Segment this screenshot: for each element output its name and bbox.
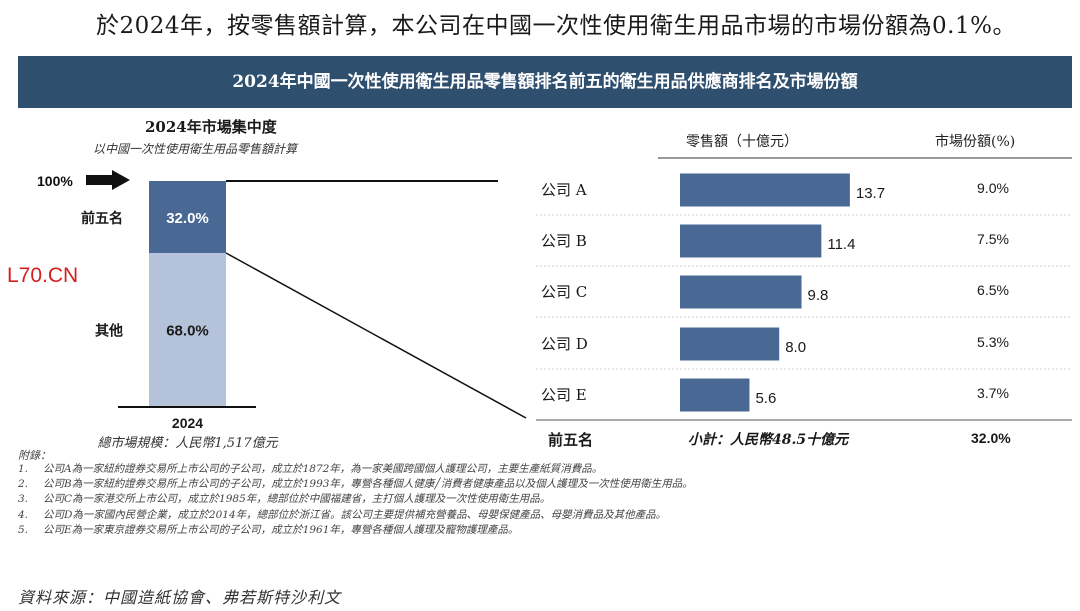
banner-title: 2024年中國一次性使用衛生用品零售額排名前五的衛生用品供應商排名及市場份額 <box>232 72 858 92</box>
note-text: 公司E為一家東京證券交易所上市公司的子公司，成立於1961年，專營各種個人護理及… <box>43 523 519 536</box>
company-sales-bar <box>680 275 802 309</box>
note-text: 公司A為一家紐約證券交易所上市公司的子公司，成立於1872年，為一家美國跨國個人… <box>43 463 603 475</box>
market-share-value: 6.5% <box>977 282 1009 298</box>
company-sales-bar <box>680 327 780 361</box>
bar-value-label: 13.7 <box>856 185 885 202</box>
segment-value-label: 68.0% <box>166 323 209 340</box>
note-text: 公司D為一家國內民營企業，成立於2014年，總部位於浙江省。該公司主要提供補充營… <box>43 508 667 521</box>
100-percent-label: 100% <box>37 173 73 189</box>
note-item: 4. 公司D為一家國內民營企業，成立於2014年，總部位於浙江省。該公司主要提供補… <box>18 508 693 523</box>
left-chart-title: 2024年市場集中度 <box>145 118 277 136</box>
note-item: 5. 公司E為一家東京證券交易所上市公司的子公司，成立於1961年，專營各種個人護… <box>18 523 693 538</box>
note-text: 公司B為一家紐約證券交易所上市公司的子公司，成立於1993年，專營各種個人健康╱… <box>43 478 693 491</box>
intro-text: 於2024年，按零售額計算，本公司在中國一次性使用衛生用品市場的市場份額為0.1… <box>96 13 1016 39</box>
chart-banner: 2024年中國一次性使用衛生用品零售額排名前五的衛生用品供應商排名及市場份額 <box>18 56 1072 108</box>
footer-share: 32.0% <box>971 430 1011 446</box>
note-number: 1. <box>18 463 29 475</box>
bar-value-label: 11.4 <box>827 236 855 253</box>
note-item: 2. 公司B為一家紐約證券交易所上市公司的子公司，成立於1993年，專營各種個人健… <box>18 477 693 492</box>
note-item: 3. 公司C為一家港交所上市公司，成立於1985年，總部位於中國福建省，主打個人護… <box>18 492 693 507</box>
company-sales-bar <box>680 224 822 258</box>
market-share-value: 9.0% <box>977 180 1009 196</box>
market-share-value: 5.3% <box>977 334 1009 350</box>
company-label: 公司 D <box>541 335 588 353</box>
company-sales-bar <box>680 378 750 412</box>
bar-value-label: 9.8 <box>808 287 829 304</box>
note-number: 4. <box>18 508 29 521</box>
col-header-share: 市場份額(%) <box>935 134 1016 150</box>
market-share-value: 3.7% <box>977 385 1009 401</box>
note-number: 5. <box>18 523 29 536</box>
col-header-sales: 零售額（十億元） <box>686 134 798 150</box>
company-label: 公司 A <box>541 181 587 199</box>
company-label: 公司 E <box>541 386 587 404</box>
watermark: L70.CN <box>7 264 79 287</box>
company-sales-bar <box>680 173 850 207</box>
footer-subtotal: 小計：人民幣48.5十億元 <box>688 432 849 448</box>
company-label: 公司 C <box>541 283 587 301</box>
note-number: 3. <box>18 493 29 506</box>
arrow-right-icon <box>86 170 130 190</box>
connector-bottom <box>225 252 527 419</box>
note-text: 公司C為一家港交所上市公司，成立於1985年，總部位於中國福建省，主打個人護理及… <box>43 493 551 506</box>
left-chart-subtitle: 以中國一次性使用衛生用品零售額計算 <box>93 142 298 156</box>
segment-value-label: 32.0% <box>166 210 209 227</box>
source-text: 資料來源：中國造紙協會、弗若斯特沙利文 <box>18 588 342 607</box>
bar-value-label: 5.6 <box>755 390 776 407</box>
segment-name-label: 其他 <box>95 323 123 340</box>
total-market-label: 總市場規模：人民幣1,517億元 <box>97 435 278 451</box>
footer-label: 前五名 <box>548 431 594 449</box>
notes-heading: 附錄： <box>18 449 51 462</box>
notes-list: 1. 公司A為一家紐約證券交易所上市公司的子公司，成立於1872年，為一家美國跨國… <box>18 462 693 538</box>
stacked-bar-segment <box>149 253 226 406</box>
segment-name-label: 前五名 <box>81 210 123 227</box>
year-label: 2024 <box>172 415 203 431</box>
stacked-bar-segment <box>149 181 226 253</box>
note-item: 1. 公司A為一家紐約證券交易所上市公司的子公司，成立於1872年，為一家美國跨國… <box>18 462 693 477</box>
company-label: 公司 B <box>541 232 587 250</box>
note-number: 2. <box>18 478 29 491</box>
market-share-value: 7.5% <box>977 231 1009 247</box>
bar-value-label: 8.0 <box>785 339 806 356</box>
